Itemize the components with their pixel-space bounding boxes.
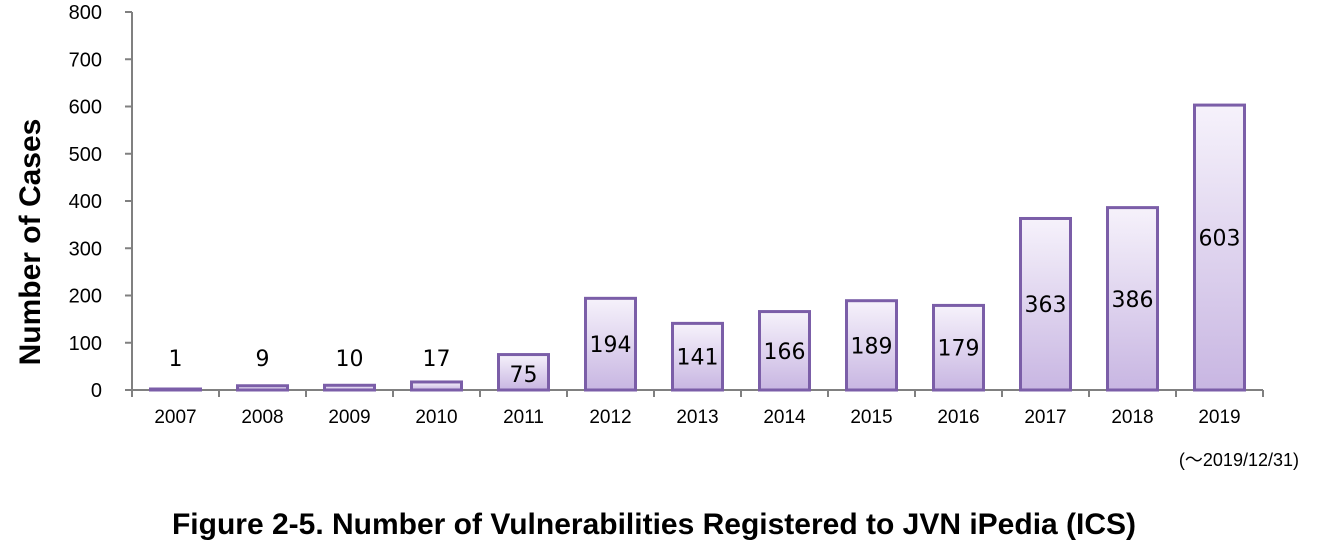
x-tick-label: 2013 bbox=[676, 407, 718, 428]
data-label: 9 bbox=[256, 347, 270, 372]
bar bbox=[149, 387, 202, 392]
data-label: 10 bbox=[336, 347, 364, 372]
data-label: 179 bbox=[938, 337, 980, 362]
data-label: 166 bbox=[764, 340, 806, 365]
bar bbox=[1106, 206, 1159, 392]
data-label: 363 bbox=[1025, 293, 1067, 318]
bar bbox=[758, 310, 811, 392]
data-label: 386 bbox=[1112, 288, 1154, 313]
y-tick-label: 200 bbox=[69, 286, 102, 308]
bar bbox=[1193, 103, 1246, 392]
y-axis-title: Number of Cases bbox=[14, 119, 47, 366]
y-tick-label: 300 bbox=[69, 238, 102, 260]
data-label: 603 bbox=[1199, 227, 1241, 252]
data-label: 17 bbox=[423, 347, 451, 372]
x-tick-label: 2007 bbox=[154, 407, 196, 428]
bar bbox=[1019, 216, 1072, 392]
date-note: (～2019/12/31) bbox=[1179, 450, 1299, 470]
data-label: 194 bbox=[590, 333, 632, 358]
y-tick-label: 800 bbox=[69, 2, 102, 24]
data-label: 141 bbox=[677, 346, 719, 371]
x-tick-label: 2018 bbox=[1111, 407, 1153, 428]
y-tick-label: 400 bbox=[69, 191, 102, 213]
data-label: 75 bbox=[510, 363, 538, 388]
x-tick-label: 2011 bbox=[503, 407, 544, 428]
x-tick-label: 2010 bbox=[415, 407, 457, 428]
y-tick-label: 0 bbox=[91, 380, 102, 402]
bar bbox=[845, 299, 898, 392]
x-tick-label: 2014 bbox=[763, 407, 806, 428]
x-axis: 2007 2008 2009 2010 2011 2012 2013 2014 2015 2016… bbox=[131, 389, 1264, 428]
y-tick-label: 600 bbox=[69, 97, 102, 119]
bar bbox=[584, 296, 637, 392]
data-label: 1 bbox=[169, 347, 183, 372]
bar bbox=[497, 353, 550, 392]
x-tick-label: 2015 bbox=[850, 407, 892, 428]
bar bbox=[323, 383, 376, 392]
x-tick-label: 2008 bbox=[241, 407, 283, 428]
y-axis: 0 100 200 300 400 500 600 700 800 bbox=[69, 2, 133, 402]
bar bbox=[236, 384, 289, 392]
data-label: 189 bbox=[851, 334, 893, 359]
bars bbox=[149, 103, 1246, 392]
x-tick-label: 2017 bbox=[1024, 407, 1066, 428]
x-tick-label: 2019 bbox=[1198, 407, 1240, 428]
bar bbox=[932, 303, 985, 392]
x-tick-label: 2012 bbox=[589, 407, 631, 428]
x-tick-label: 2016 bbox=[937, 407, 979, 428]
figure-caption: Figure 2-5. Number of Vulnerabilities Re… bbox=[171, 508, 1137, 541]
bar bbox=[410, 380, 463, 392]
bar bbox=[671, 321, 724, 392]
x-tick-label: 2009 bbox=[328, 407, 370, 428]
y-tick-label: 700 bbox=[69, 49, 102, 71]
y-tick-label: 100 bbox=[69, 333, 102, 355]
y-tick-label: 500 bbox=[69, 144, 102, 166]
data-labels: 1 9 10 17 75 194 141 166 189 179 363 386 603 bbox=[169, 227, 1241, 388]
